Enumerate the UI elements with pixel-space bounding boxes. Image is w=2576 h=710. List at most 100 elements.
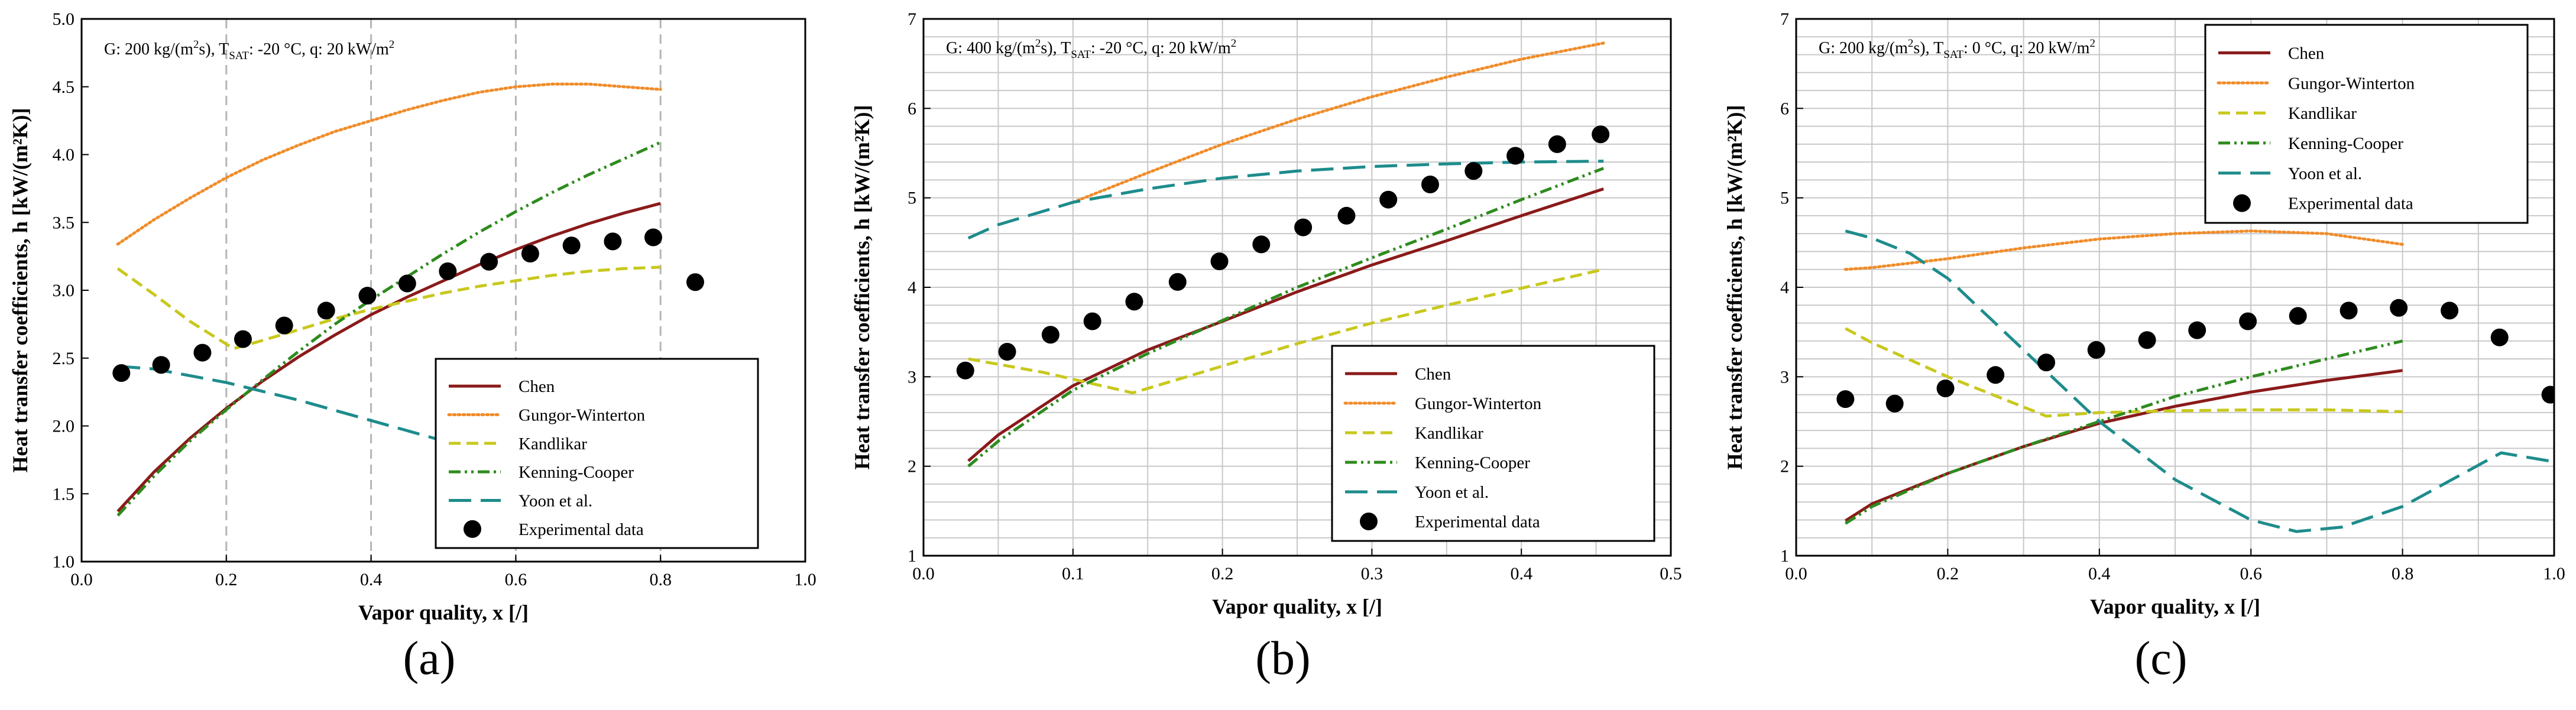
experimental-point bbox=[2490, 328, 2509, 346]
legend-box bbox=[435, 358, 759, 549]
experimental-point bbox=[1936, 380, 1955, 398]
y-tick-label: 1.5 bbox=[53, 484, 75, 504]
experimental-point bbox=[2289, 307, 2307, 325]
ticks: 0.0 0.2 0.4 0.6 0.8 1.0 1 2 3 4 5 6 7 bbox=[1780, 9, 2565, 583]
series-group bbox=[112, 82, 746, 526]
condition-annotation: G: 200 kg/(m2s), TSAT: -20 °C, q: 20 kW/… bbox=[104, 38, 394, 62]
y-tick-label: 7 bbox=[1780, 9, 1789, 29]
x-tick-label: 0.2 bbox=[1211, 564, 1234, 583]
legend-marker bbox=[2233, 194, 2251, 212]
series-line-kandlikar bbox=[968, 268, 1604, 395]
experimental-point bbox=[1168, 273, 1187, 291]
series-line-chen bbox=[1844, 369, 2403, 523]
y-axis-title: Heat transfer coefficients, h [kW/(m²K)] bbox=[1723, 105, 1747, 470]
y-tick-label: 2.0 bbox=[53, 417, 75, 436]
experimental-point bbox=[2239, 312, 2257, 330]
panel-c: 0.0 0.2 0.4 0.6 0.8 1.0 1 2 3 4 5 6 7 Vapor quality, … bbox=[1723, 9, 2565, 685]
experimental-point bbox=[358, 287, 377, 305]
x-tick-label: 0.4 bbox=[2088, 564, 2111, 583]
legend-label: Experimental data bbox=[519, 520, 644, 539]
legend-label: Gungor-Winterton bbox=[1415, 394, 1542, 413]
x-tick-label: 1.0 bbox=[794, 570, 816, 589]
y-tick-label: 6 bbox=[908, 99, 916, 118]
legend: Chen Gungor-Winterton Kandlikar Kenning-Coo… bbox=[2204, 24, 2529, 224]
experimental-point bbox=[1464, 162, 1483, 180]
legend: Chen Gungor-Winterton Kandlikar Kenning-Coo… bbox=[435, 358, 759, 549]
experimental-point bbox=[521, 245, 539, 263]
y-tick-label: 7 bbox=[908, 9, 916, 29]
legend-label: Yoon et al. bbox=[519, 492, 592, 511]
y-tick-label: 2 bbox=[908, 457, 916, 476]
legend-box bbox=[1331, 345, 1655, 542]
experimental-point bbox=[2188, 321, 2206, 339]
panel-a: 0.0 0.2 0.4 0.6 0.8 1.0 1.0 1.5 2.0 2.5 3.0 3.5 4.0 4… bbox=[8, 9, 816, 685]
experimental-point bbox=[2138, 331, 2156, 349]
experimental-point bbox=[1337, 206, 1356, 225]
y-axis-title: Heat transfer coefficients, h [kW/(m²K)] bbox=[850, 105, 874, 470]
experimental-point bbox=[998, 342, 1016, 361]
x-axis-title: Vapor quality, x [/] bbox=[1212, 595, 1382, 618]
legend-label: Yoon et al. bbox=[2288, 164, 2362, 183]
legend-label: Chen bbox=[2288, 44, 2325, 63]
condition-annotation: G: 400 kg/(m2s), TSAT: -20 °C, q: 20 kW/… bbox=[946, 37, 1236, 61]
series-line-gungor-winterton bbox=[116, 82, 662, 246]
x-tick-label: 0.0 bbox=[1785, 564, 1807, 583]
experimental-point bbox=[2541, 385, 2554, 404]
experimental-point bbox=[1083, 312, 1101, 330]
y-tick-label: 1.0 bbox=[53, 552, 75, 572]
experimental-point bbox=[1506, 147, 1525, 165]
legend-label: Kenning-Cooper bbox=[519, 463, 634, 482]
y-tick-label: 3 bbox=[908, 367, 916, 387]
experimental-point bbox=[112, 364, 131, 382]
experimental-point bbox=[1294, 218, 1313, 236]
experimental-point bbox=[1421, 175, 1439, 193]
legend-label: Gungor-Winterton bbox=[519, 406, 646, 425]
x-tick-label: 0.1 bbox=[1062, 564, 1084, 583]
experimental-point bbox=[2441, 301, 2459, 320]
experimental-point bbox=[317, 301, 335, 320]
experimental-point bbox=[1210, 252, 1229, 271]
panel-label: (a) bbox=[403, 633, 456, 685]
x-tick-label: 0.6 bbox=[505, 570, 527, 589]
legend-marker bbox=[464, 520, 481, 538]
y-tick-label: 5 bbox=[908, 189, 916, 208]
experimental-point bbox=[2037, 354, 2056, 372]
series-line-gungor-winterton bbox=[1843, 229, 2405, 271]
y-tick-label: 5 bbox=[1780, 189, 1789, 208]
y-tick-label: 4 bbox=[1780, 278, 1789, 297]
series-line-kenning-cooper bbox=[967, 167, 1605, 468]
experimental-point bbox=[2340, 301, 2358, 320]
x-tick-label: 0.4 bbox=[1510, 564, 1532, 583]
ticks: 0.0 0.1 0.2 0.3 0.4 0.5 1 2 3 4 5 6 7 bbox=[908, 9, 1682, 583]
x-tick-label: 0.2 bbox=[215, 570, 238, 589]
experimental-point bbox=[1125, 293, 1143, 311]
condition-annotation: G: 200 kg/(m2s), TSAT: 0 °C, q: 20 kW/m2 bbox=[1819, 37, 2095, 61]
legend-label: Gungor-Winterton bbox=[2288, 74, 2415, 93]
experimental-point bbox=[152, 356, 170, 374]
experimental-point bbox=[439, 262, 457, 280]
x-tick-label: 0.4 bbox=[360, 570, 383, 589]
x-tick-label: 0.0 bbox=[912, 564, 935, 583]
legend-label: Chen bbox=[1415, 365, 1451, 384]
legend-label: Experimental data bbox=[1415, 513, 1540, 531]
experimental-point bbox=[562, 236, 581, 255]
x-tick-label: 0.2 bbox=[1937, 564, 1959, 583]
y-tick-label: 5.0 bbox=[53, 9, 75, 29]
y-tick-label: 4.5 bbox=[53, 77, 75, 97]
legend-label: Kandlikar bbox=[1415, 424, 1483, 443]
y-tick-label: 4.0 bbox=[53, 145, 75, 165]
experimental-point bbox=[1592, 125, 1610, 144]
y-tick-label: 4 bbox=[908, 278, 916, 297]
experimental-point bbox=[275, 316, 293, 335]
y-tick-label: 2 bbox=[1780, 457, 1789, 476]
experimental-point bbox=[956, 361, 974, 380]
y-tick-label: 3 bbox=[1780, 367, 1789, 387]
experimental-point bbox=[398, 274, 416, 293]
legend: Chen Gungor-Winterton Kandlikar Kenning-Coo… bbox=[1331, 345, 1655, 542]
x-axis-title: Vapor quality, x [/] bbox=[2090, 595, 2260, 618]
y-tick-label: 3.0 bbox=[53, 281, 75, 300]
series-line-gungor-winterton bbox=[1071, 41, 1605, 204]
legend-label: Kandlikar bbox=[519, 435, 587, 453]
y-tick-label: 1 bbox=[1780, 546, 1789, 566]
